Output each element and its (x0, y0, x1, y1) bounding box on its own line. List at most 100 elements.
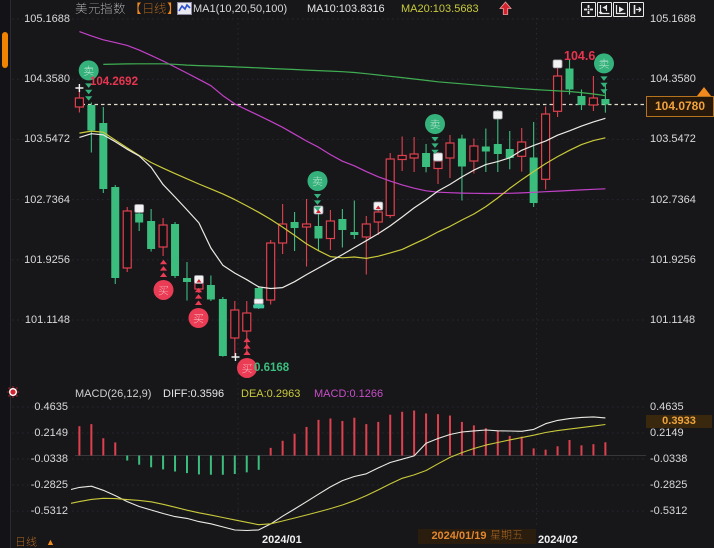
price-annotation: 104.6 (564, 49, 595, 63)
buy-direction-triangle (159, 266, 168, 271)
buy-direction-triangle (243, 350, 251, 355)
candle-body-down (206, 284, 215, 300)
axis-label: 103.5472 (24, 133, 70, 146)
sell-signal-text (430, 119, 440, 130)
candle-body-up (194, 282, 204, 290)
axis-label: -0.0338 (30, 453, 68, 466)
buy-signal-text (242, 364, 252, 374)
sell-signal-badge (307, 171, 328, 192)
axis-label: 102.7364 (650, 193, 696, 206)
ma10-line (79, 117, 606, 290)
playback-icon[interactable] (613, 2, 628, 17)
candle-body-up (361, 223, 371, 238)
axis-label: -0.2825 (30, 479, 68, 492)
candle-body-up (445, 142, 455, 159)
sell-direction-triangle (431, 149, 439, 155)
exit-icon[interactable] (629, 2, 644, 17)
sell-direction-triangle (600, 82, 608, 88)
candle-body-up (266, 242, 276, 301)
cjk-glyph (154, 2, 166, 14)
cjk-glyph (490, 530, 500, 540)
sell-direction-triangle (85, 83, 93, 88)
macd-params-label[interactable]: MACD(26,12,9) (75, 388, 152, 400)
candle-body-up (122, 210, 132, 269)
candle-body-up (588, 97, 599, 106)
axis-label: 101.1148 (650, 314, 696, 326)
candle-body-down (254, 287, 263, 306)
ma100-line (79, 31, 606, 195)
pan-icon[interactable] (581, 2, 596, 17)
candle-body-up (301, 223, 312, 228)
axis-label: -0.0338 (650, 453, 688, 466)
symbol-title (75, 2, 125, 15)
candle-body-up (433, 160, 443, 170)
ma-settings-label[interactable]: MA1(10,20,50,100) (193, 3, 288, 15)
buy-signal-badge (153, 279, 174, 300)
candle-body-down (577, 96, 586, 106)
sell-signal-badge (78, 60, 99, 81)
macd-diff-line (70, 416, 606, 532)
ma20-value-label: MA20:103.5683 (401, 3, 479, 15)
cjk-glyph (137, 2, 141, 14)
candle-body-down (314, 226, 323, 239)
sell-direction-triangle (313, 194, 322, 199)
candle-body-up (278, 223, 288, 244)
candle-body-down (290, 222, 299, 228)
macd-value-label: MACD:0.1266 (314, 388, 384, 400)
cjk-glyph (501, 529, 511, 540)
x-axis-date-jan: 2024/01 (262, 534, 302, 546)
buy-direction-triangle (194, 294, 203, 299)
axis-label: 0.2149 (650, 427, 684, 440)
buy-signal-badge (188, 307, 209, 328)
cjk-glyph (26, 536, 37, 547)
candle-body-up (397, 154, 407, 161)
sell-signal-text (599, 58, 609, 69)
candle-body-down (182, 277, 191, 283)
candle-body-up (541, 113, 551, 180)
buy-direction-triangle (243, 337, 251, 343)
sidebar-scroll-indicator[interactable] (2, 32, 8, 68)
cjk-glyph (512, 530, 522, 540)
candle-body-down (87, 105, 96, 131)
line-chart-icon[interactable] (177, 2, 192, 15)
selected-date-tag: 2024/01/19 (418, 529, 536, 544)
period-up-arrow[interactable]: ▲ (46, 537, 55, 547)
candle-body-up (385, 158, 395, 217)
up-arrow-icon[interactable] (499, 1, 512, 16)
cjk-glyph (143, 3, 152, 14)
candle-body-down (111, 187, 120, 278)
sell-direction-triangle (431, 143, 439, 148)
indicator-bullseye-icon[interactable] (7, 386, 19, 398)
buy-direction-triangle (194, 287, 203, 293)
cjk-glyph (17, 537, 24, 547)
period-tag[interactable] (129, 2, 179, 15)
sell-signal-badge (594, 53, 614, 74)
sell-direction-triangle (313, 200, 322, 205)
price-annotation: 104.2692 (90, 76, 138, 88)
candle-body-down (350, 232, 359, 236)
axis-label: 101.9256 (24, 253, 70, 266)
status-period-label[interactable] (15, 536, 37, 548)
axis-label: 102.7364 (24, 193, 70, 206)
x-axis-date-feb: 2024/02 (538, 534, 578, 546)
axis-label: -0.5312 (650, 505, 688, 518)
trade-cross-marker (231, 352, 240, 361)
axis-label: 0.2149 (34, 427, 68, 440)
candle-body-down (601, 99, 610, 105)
buy-signal-text (158, 286, 169, 296)
macd-dea-label: DEA:0.2963 (241, 388, 301, 400)
sell-direction-triangle (431, 137, 439, 142)
candle-body-up (158, 224, 168, 248)
axis-label: 0.4635 (650, 401, 684, 414)
price-alert-arrow-icon (697, 87, 711, 96)
sell-direction-triangle (313, 206, 322, 212)
cjk-glyph (167, 2, 171, 14)
buy-direction-triangle (159, 259, 168, 265)
order-flag-marker (433, 152, 443, 162)
axis-marker-icon[interactable] (597, 2, 612, 17)
flag-red-arrow (196, 278, 202, 283)
candle-body-down (493, 144, 502, 154)
candle-body-up (469, 145, 479, 162)
axis-label: 101.9256 (650, 253, 696, 266)
